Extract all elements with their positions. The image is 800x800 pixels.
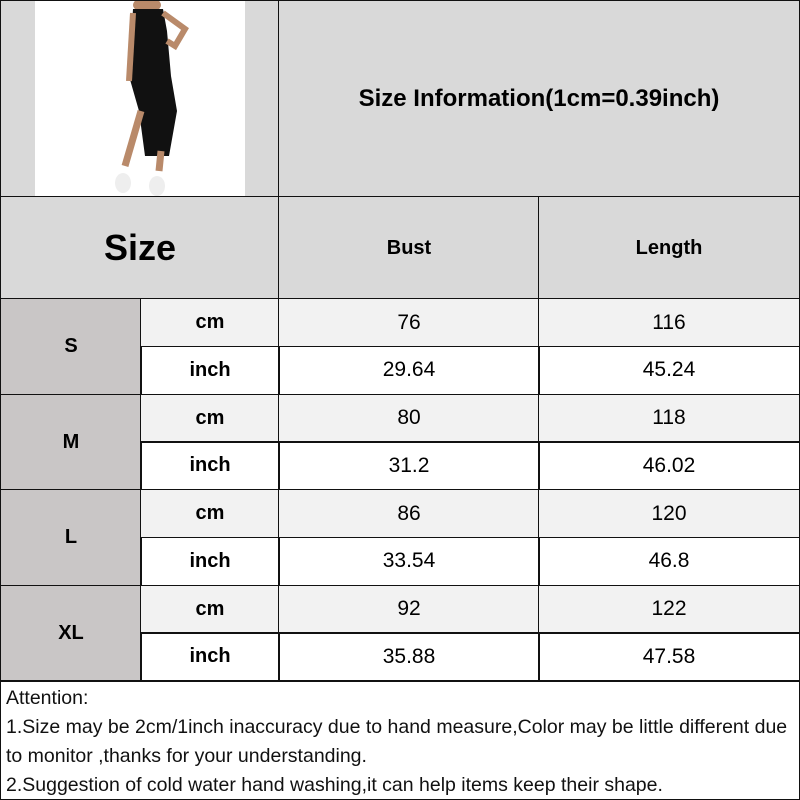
size-label: XL [0, 584, 142, 682]
unit-label: inch [140, 632, 280, 682]
length-value: 45.24 [538, 345, 800, 395]
unit-label: inch [140, 441, 280, 491]
size-label: S [0, 298, 142, 395]
attention-notes: Attention: 1.Size may be 2cm/1inch inacc… [0, 680, 800, 800]
bust-value: 35.88 [278, 632, 540, 682]
notes-heading: Attention: [6, 687, 89, 709]
bust-value: 86 [278, 489, 540, 539]
product-image-cell [0, 0, 280, 198]
length-value: 46.8 [538, 536, 800, 586]
note-1: 1.Size may be 2cm/1inch inaccuracy due t… [6, 716, 788, 767]
bust-value: 80 [278, 393, 540, 443]
unit-label: cm [140, 489, 280, 539]
length-header: Length [538, 196, 800, 300]
bust-value: 92 [278, 584, 540, 634]
length-value: 118 [538, 393, 800, 443]
unit-label: cm [140, 393, 280, 443]
dress-photo [35, 1, 245, 197]
size-label: L [0, 489, 142, 586]
size-label: M [0, 393, 142, 491]
size-info-title: Size Information(1cm=0.39inch) [278, 0, 800, 198]
length-value: 47.58 [538, 632, 800, 682]
size-header: Size [0, 196, 280, 300]
bust-value: 31.2 [278, 441, 540, 491]
length-value: 120 [538, 489, 800, 539]
unit-label: inch [140, 536, 280, 586]
bust-value: 76 [278, 298, 540, 348]
unit-label: cm [140, 298, 280, 348]
bust-header: Bust [278, 196, 540, 300]
unit-label: cm [140, 584, 280, 634]
bust-value: 33.54 [278, 536, 540, 586]
bust-value: 29.64 [278, 345, 540, 395]
length-value: 122 [538, 584, 800, 634]
unit-label: inch [140, 345, 280, 395]
length-value: 116 [538, 298, 800, 348]
length-value: 46.02 [538, 441, 800, 491]
note-2: 2.Suggestion of cold water hand washing,… [6, 774, 663, 796]
